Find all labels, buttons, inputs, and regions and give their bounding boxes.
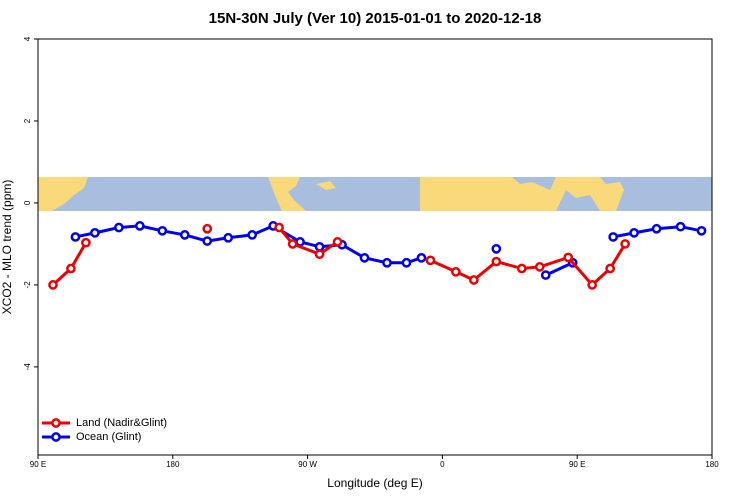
data-point bbox=[675, 221, 686, 232]
data-point bbox=[451, 266, 461, 277]
data-point bbox=[425, 255, 436, 266]
plot-frame bbox=[37, 38, 713, 456]
y-tick-label: -4 bbox=[23, 363, 32, 371]
data-point bbox=[516, 263, 527, 274]
data-point bbox=[157, 225, 168, 236]
data-point bbox=[696, 225, 707, 236]
x-tick-label: 180 bbox=[705, 460, 719, 469]
data-point bbox=[540, 270, 551, 280]
data-point bbox=[608, 232, 618, 242]
data-point bbox=[48, 280, 58, 290]
data-point bbox=[90, 228, 100, 238]
legend-label: Ocean (Glint) bbox=[76, 431, 141, 443]
data-point bbox=[70, 232, 81, 242]
legend-label: Land (Nadir&Glint) bbox=[76, 417, 167, 429]
data-point bbox=[587, 280, 598, 290]
data-point bbox=[605, 263, 616, 274]
data-point bbox=[66, 263, 76, 274]
legend-marker bbox=[51, 432, 61, 442]
data-point bbox=[620, 239, 630, 249]
data-point bbox=[314, 241, 325, 252]
x-tick-label: 0 bbox=[440, 460, 445, 469]
data-point bbox=[401, 257, 412, 268]
y-tick-label: -2 bbox=[23, 281, 32, 289]
data-point bbox=[223, 232, 234, 243]
data-point bbox=[651, 223, 662, 234]
x-tick-label: 90 W bbox=[298, 460, 317, 469]
data-point bbox=[534, 262, 545, 272]
data-point bbox=[332, 237, 343, 247]
y-axis-label: XCO2 - MLO trend (ppm) bbox=[0, 180, 14, 315]
data-point bbox=[179, 230, 190, 240]
y-tick-label: 2 bbox=[23, 118, 32, 123]
data-point bbox=[134, 221, 145, 231]
series-line bbox=[429, 243, 627, 288]
data-point bbox=[382, 257, 392, 268]
series-line bbox=[277, 226, 339, 256]
data-point bbox=[202, 223, 213, 234]
data-point bbox=[563, 252, 574, 263]
data-point bbox=[81, 237, 91, 248]
series-line bbox=[51, 241, 88, 287]
data-point bbox=[359, 253, 370, 263]
data-point bbox=[491, 256, 502, 267]
x-tick-label: 90 E bbox=[30, 460, 46, 469]
x-axis-label: Longitude (deg E) bbox=[327, 476, 422, 490]
data-point bbox=[469, 275, 479, 285]
data-point bbox=[416, 253, 427, 263]
data-point bbox=[114, 222, 124, 233]
chart-title: 15N-30N July (Ver 10) 2015-01-01 to 2020… bbox=[209, 10, 542, 27]
series-line bbox=[545, 261, 574, 277]
data-point bbox=[202, 236, 213, 246]
x-tick-label: 90 E bbox=[569, 460, 585, 469]
data-point bbox=[247, 230, 258, 240]
data-point bbox=[491, 243, 502, 254]
map-strip bbox=[38, 177, 712, 211]
x-tick-label: 180 bbox=[166, 460, 180, 469]
data-point bbox=[287, 239, 298, 249]
y-tick-label: 4 bbox=[23, 36, 32, 41]
data-point bbox=[629, 228, 639, 238]
data-point bbox=[274, 222, 284, 233]
data-point bbox=[314, 249, 325, 260]
series-line bbox=[75, 224, 422, 265]
legend-marker bbox=[51, 418, 61, 428]
y-tick-label: 0 bbox=[23, 200, 32, 205]
